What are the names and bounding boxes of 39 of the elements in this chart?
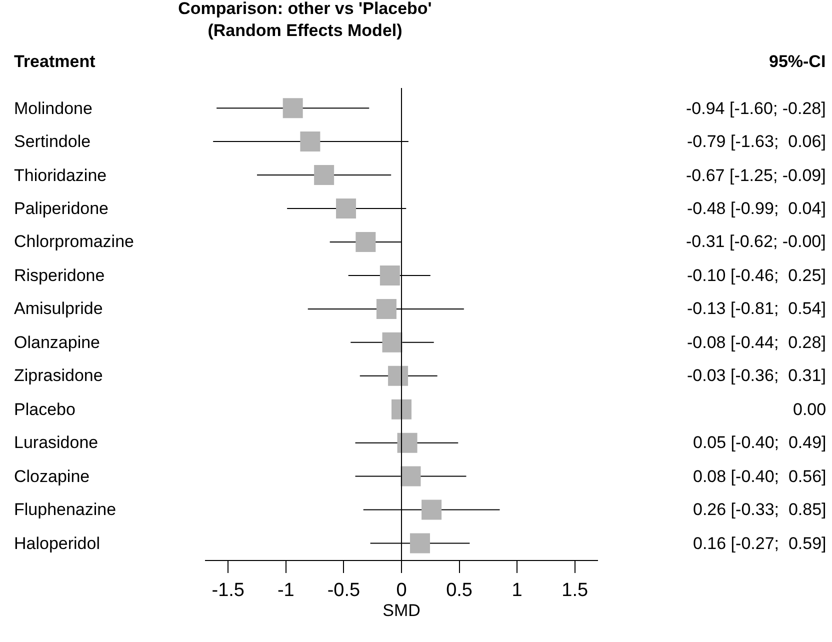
y-tick-label: Thioridazine [14, 166, 107, 185]
data-label: -0.08 [-0.44; 0.28] [687, 333, 826, 352]
data-label: -0.13 [-0.81; 0.54] [687, 299, 826, 318]
y-tick-label: Molindone [14, 99, 92, 118]
data-label: -0.03 [-0.36; 0.31] [687, 366, 826, 385]
text: 95%-CI [769, 52, 826, 71]
y-tick-label: Sertindole [14, 132, 91, 151]
data-label: -0.94 [-1.60; -0.28] [686, 99, 826, 118]
data-label: -0.48 [-0.99; 0.04] [687, 199, 826, 218]
y-tick-label: Ziprasidone [14, 366, 103, 385]
data-label: 0.05 [-0.40; 0.49] [693, 433, 826, 452]
y-tick-label: Lurasidone [14, 433, 98, 452]
y-axis-title: Treatment [14, 52, 96, 71]
data-label: -0.67 [-1.25; -0.09] [686, 166, 826, 185]
data-label: 0.08 [-0.40; 0.56] [693, 467, 826, 486]
y-tick-label: Chlorpromazine [14, 232, 134, 251]
y-tick-label: Paliperidone [14, 199, 109, 218]
x-tick-label: 1 [512, 580, 522, 601]
x-tick-label: -1 [277, 580, 294, 601]
data-label: 0.26 [-0.33; 0.85] [693, 500, 826, 519]
y-tick-label: Clozapine [14, 467, 90, 486]
chart-title: Comparison: other vs 'Placebo' (Random Effects Model) [178, 0, 432, 40]
data-label: 0.00 [793, 400, 826, 419]
x-axis-title: SMD [382, 600, 420, 620]
y-tick-label: Amisulpride [14, 299, 103, 318]
y-tick-label: Fluphenazine [14, 500, 116, 519]
data-label: 0.16 [-0.27; 0.59] [693, 534, 826, 553]
x-tick-label: 0 [396, 580, 407, 601]
y-tick-label: Placebo [14, 400, 76, 419]
y-tick-label: Haloperidol [14, 534, 100, 553]
x-tick-label: -0.5 [327, 580, 360, 601]
x-tick-label: 1.5 [562, 580, 588, 601]
data-label: -0.31 [-0.62; -0.00] [686, 232, 826, 251]
data-label: -0.79 [-1.63; 0.06] [687, 132, 826, 151]
y-tick-label: Risperidone [14, 266, 105, 285]
x-tick-label: -1.5 [212, 580, 244, 601]
y-tick-label: Olanzapine [14, 333, 100, 352]
data-label: -0.10 [-0.46; 0.25] [687, 266, 826, 285]
x-tick-label: 0.5 [446, 580, 472, 601]
